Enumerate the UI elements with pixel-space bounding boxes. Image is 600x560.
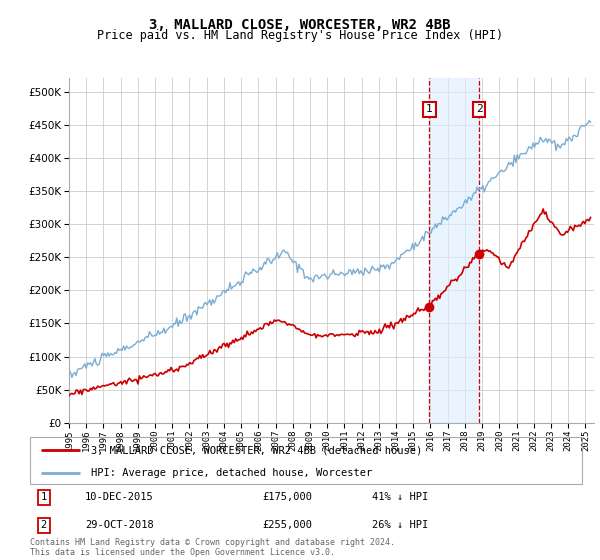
Text: HPI: Average price, detached house, Worcester: HPI: Average price, detached house, Worc… <box>91 468 372 478</box>
Text: 29-OCT-2018: 29-OCT-2018 <box>85 520 154 530</box>
Text: 3, MALLARD CLOSE, WORCESTER, WR2 4BB: 3, MALLARD CLOSE, WORCESTER, WR2 4BB <box>149 18 451 32</box>
Text: 1: 1 <box>41 492 47 502</box>
Text: £255,000: £255,000 <box>262 520 312 530</box>
Text: 2: 2 <box>476 104 482 114</box>
Text: 3, MALLARD CLOSE, WORCESTER, WR2 4BB (detached house): 3, MALLARD CLOSE, WORCESTER, WR2 4BB (de… <box>91 445 422 455</box>
Text: 2: 2 <box>41 520 47 530</box>
Text: £175,000: £175,000 <box>262 492 312 502</box>
Text: 41% ↓ HPI: 41% ↓ HPI <box>372 492 428 502</box>
Text: 26% ↓ HPI: 26% ↓ HPI <box>372 520 428 530</box>
Text: Contains HM Land Registry data © Crown copyright and database right 2024.
This d: Contains HM Land Registry data © Crown c… <box>30 538 395 557</box>
Text: 1: 1 <box>426 104 433 114</box>
Text: 10-DEC-2015: 10-DEC-2015 <box>85 492 154 502</box>
Bar <box>430 78 479 423</box>
Text: Price paid vs. HM Land Registry's House Price Index (HPI): Price paid vs. HM Land Registry's House … <box>97 29 503 42</box>
